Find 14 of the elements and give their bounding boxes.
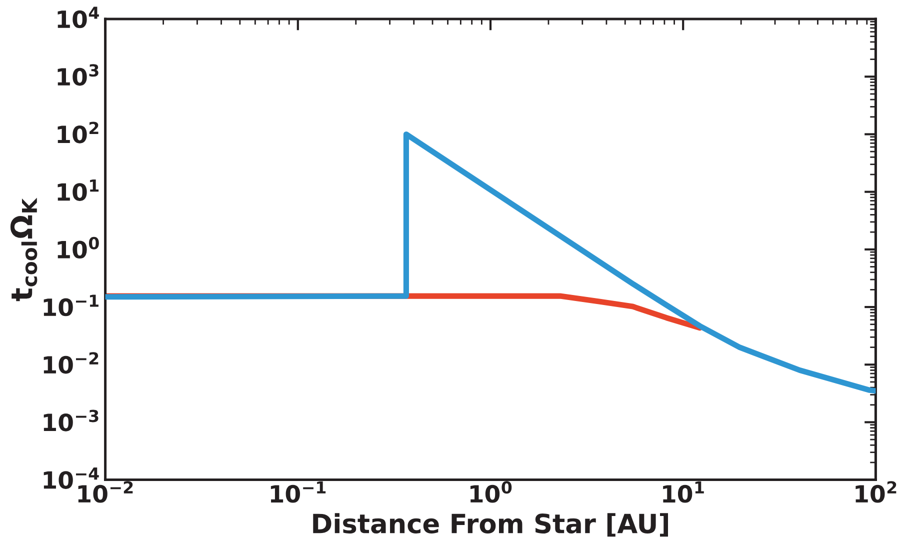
y-tick-label: 10$^{−3}$ <box>44 410 98 432</box>
y-tick-label: 10$^{−2}$ <box>44 352 98 374</box>
y-tick-label: 10$^{4}$ <box>58 6 99 28</box>
x-tick-label: 10$^{2}$ <box>856 481 896 503</box>
y-axis-title: t$_{cool}$Ω$_{K}$ <box>10 198 38 302</box>
y-tick-label: 10$^{−1}$ <box>44 294 98 316</box>
x-tick-label: 10$^{0}$ <box>470 481 512 503</box>
x-tick-label: 10$^{−1}$ <box>270 481 326 503</box>
x-axis-title: Distance From Star [AU] <box>313 513 668 537</box>
y-tick-label: 10$^{2}$ <box>58 122 98 144</box>
x-tick-label: 10$^{1}$ <box>663 481 704 503</box>
y-tick-label: 10$^{0}$ <box>58 236 99 259</box>
y-tick-label: 10$^{3}$ <box>58 64 98 86</box>
y-tick-label: 10$^{1}$ <box>58 180 99 201</box>
